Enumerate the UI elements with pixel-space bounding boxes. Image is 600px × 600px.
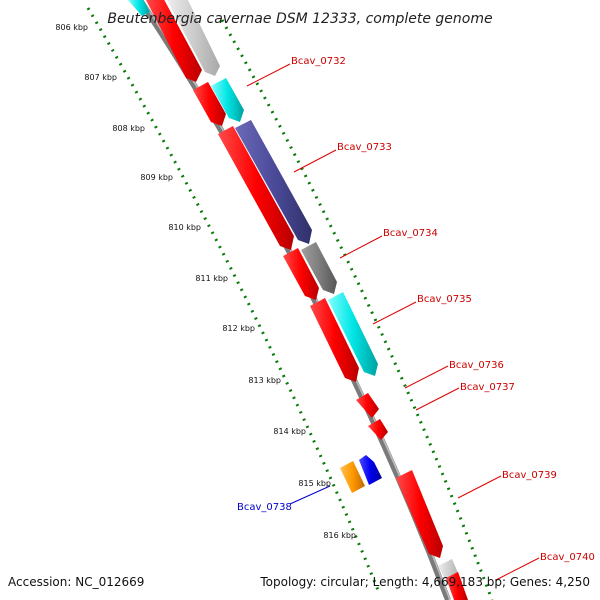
outer-tick-ring bbox=[220, 19, 494, 600]
tick-label: 811 kbp bbox=[195, 274, 228, 283]
gene-label[interactable]: Bcav_0732 bbox=[291, 56, 346, 67]
label-leader bbox=[246, 63, 291, 87]
gene-label[interactable]: Bcav_0735 bbox=[417, 294, 472, 305]
genome-backbone bbox=[137, 0, 451, 600]
label-leader bbox=[289, 485, 331, 505]
genome-backbone-highlight bbox=[141, 0, 451, 600]
gene-arrow bbox=[211, 78, 244, 122]
tick-label: 810 kbp bbox=[168, 223, 201, 232]
gene-arrow bbox=[128, 0, 150, 16]
gene-label[interactable]: Bcav_0734 bbox=[383, 228, 438, 239]
gene-label[interactable]: Bcav_0736 bbox=[449, 360, 504, 371]
gene-arrow bbox=[356, 393, 379, 418]
label-leader bbox=[415, 387, 460, 411]
tick-label: 809 kbp bbox=[140, 173, 173, 182]
gene-label[interactable]: Bcav_0737 bbox=[460, 382, 515, 393]
label-leader bbox=[495, 557, 540, 581]
gene-arrow bbox=[283, 248, 319, 300]
gene-arrow bbox=[301, 242, 337, 294]
gene-arrow bbox=[193, 82, 226, 126]
tick-label: 807 kbp bbox=[84, 73, 117, 82]
tick-label: 806 kbp bbox=[55, 23, 88, 32]
gene-arrow bbox=[310, 298, 359, 382]
tick-label: 816 kbp bbox=[323, 531, 356, 540]
accession-text: Accession: NC_012669 bbox=[8, 575, 144, 589]
tick-label: 813 kbp bbox=[248, 376, 281, 385]
topology-text: Topology: circular; Length: 4,669,183 bp… bbox=[259, 575, 590, 589]
tick-label: 815 kbp bbox=[298, 479, 331, 488]
gene-label[interactable]: Bcav_0738 bbox=[237, 502, 292, 513]
gene-arrow bbox=[146, 0, 202, 82]
gene-label[interactable]: Bcav_0733 bbox=[337, 142, 392, 153]
gene-arrow bbox=[396, 470, 443, 558]
gene-label[interactable]: Bcav_0739 bbox=[502, 470, 557, 481]
tick-label: 808 kbp bbox=[112, 124, 145, 133]
map-title: Beutenbergia cavernae DSM 12333, complet… bbox=[107, 11, 492, 27]
gene-arrow-orange bbox=[340, 461, 365, 493]
label-leader bbox=[339, 235, 383, 259]
gene-arrow bbox=[218, 126, 294, 250]
tick-label: 812 kbp bbox=[222, 324, 255, 333]
label-leader bbox=[372, 301, 417, 325]
label-leader bbox=[293, 149, 337, 173]
gene-arrow bbox=[235, 120, 312, 244]
gene-arrow bbox=[368, 419, 388, 440]
gene-arrow-blue bbox=[359, 455, 382, 485]
gene-arrow bbox=[446, 572, 468, 600]
label-leader bbox=[457, 475, 502, 499]
gene-arrow bbox=[167, 0, 220, 76]
gene-label[interactable]: Bcav_0740 bbox=[540, 552, 595, 563]
label-leader bbox=[404, 365, 449, 389]
gene-arrow bbox=[328, 292, 378, 376]
tick-label: 814 kbp bbox=[273, 427, 306, 436]
